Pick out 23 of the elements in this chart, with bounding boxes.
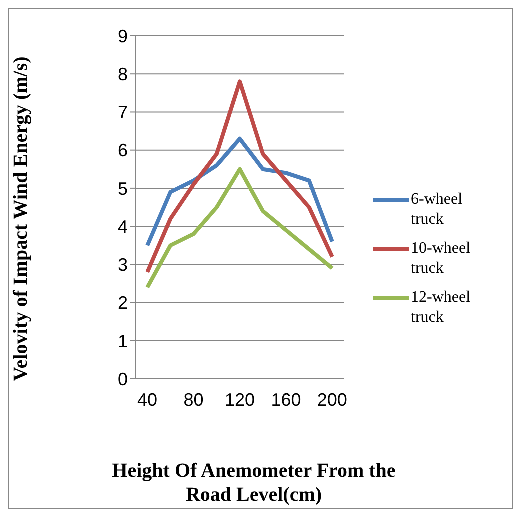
x-tick-label: 120 — [224, 390, 256, 410]
x-axis-title: Height Of Anemometer From the Road Level(cm) — [111, 459, 397, 507]
y-tick-label: 0 — [118, 369, 128, 390]
y-tick-label: 7 — [118, 102, 128, 123]
line-series — [146, 80, 334, 274]
y-tick-label: 6 — [118, 140, 128, 161]
x-tick-label: 40 — [138, 390, 158, 410]
legend-label: 12-wheel truck — [411, 288, 472, 328]
y-tick-label: 5 — [118, 178, 128, 199]
x-tick-label: 160 — [271, 390, 302, 410]
y-tick-label: 8 — [118, 64, 128, 84]
legend-label: 10-wheel truck — [411, 239, 472, 279]
y-tick-label: 4 — [118, 216, 128, 237]
legend-label: 6-wheel truck — [411, 190, 464, 230]
x-tick-label: 200 — [317, 390, 348, 410]
line-series — [146, 136, 334, 248]
line-series — [146, 167, 334, 290]
x-tick-label: 80 — [184, 390, 204, 410]
y-tick-label: 1 — [118, 331, 128, 352]
y-axis-title: Velovity of Impact Wind Energy (m/s) — [9, 56, 33, 384]
y-tick-label: 9 — [118, 26, 128, 46]
y-tick-label: 3 — [118, 255, 128, 276]
y-tick-label: 2 — [118, 293, 128, 314]
